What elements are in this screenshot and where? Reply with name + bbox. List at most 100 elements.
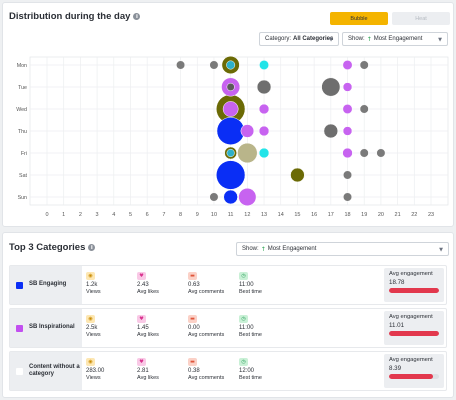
data-bubble (343, 170, 353, 180)
best-time-stat: ◷ 11:00 Best time (239, 272, 285, 296)
eye-icon: ◉ (86, 315, 95, 323)
data-bubble (176, 60, 186, 70)
likes-value: 1.45 (137, 325, 149, 331)
x-tick-label: 9 (196, 212, 199, 218)
comments-value: 0.38 (188, 368, 200, 374)
comments-stat: ▬ 0.00 Avg comments (188, 315, 234, 339)
likes-stat: ♥ 2.43 Avg likes (137, 272, 183, 296)
engagement-title: Avg engagement (389, 271, 433, 277)
best-time-value: 12:00 (239, 368, 255, 374)
data-bubble (259, 60, 269, 70)
data-bubble (343, 192, 353, 202)
engagement-title: Avg engagement (389, 314, 433, 320)
views-stat: ◉ 2.5k Views (86, 315, 132, 339)
comments-value: 0.63 (188, 282, 200, 288)
heat-toggle-button[interactable]: Heat (392, 12, 450, 25)
data-bubble (323, 123, 339, 139)
chevron-down-icon: ▼ (439, 247, 443, 253)
x-tick-label: 10 (211, 212, 217, 218)
engagement-value: 18.78 (389, 279, 405, 286)
data-bubble (342, 147, 353, 159)
x-tick-label: 20 (378, 212, 384, 218)
data-bubble (216, 117, 245, 145)
x-tick-label: 1 (62, 212, 65, 218)
engagement-bar-fill (389, 374, 433, 379)
data-bubble (226, 148, 235, 158)
data-bubble (359, 148, 369, 158)
data-bubble (342, 126, 353, 136)
y-tick-label: Mon (17, 63, 27, 69)
likes-value: 2.81 (137, 368, 149, 374)
x-tick-label: 23 (428, 212, 434, 218)
data-bubble (342, 82, 353, 92)
data-bubble (216, 160, 246, 190)
engagement-bar-fill (389, 288, 439, 293)
heart-icon: ♥ (137, 358, 146, 366)
bubble-toggle-button[interactable]: Bubble (330, 12, 388, 25)
data-bubble (209, 60, 219, 70)
category-color-swatch (16, 367, 23, 375)
show-dropdown-prefix: Show: (348, 36, 365, 42)
category-name: Content without a category (29, 363, 80, 378)
data-bubble (342, 104, 353, 114)
category-row[interactable]: SB Inspirational ◉ 2.5k Views ♥ 1.45 Avg… (9, 308, 447, 348)
distribution-panel: Distribution during the day i Bubble Hea… (2, 2, 454, 227)
engagement-value: 11.01 (389, 322, 405, 329)
info-icon[interactable]: i (133, 13, 141, 20)
category-label: SB Engaging (10, 266, 82, 304)
top-categories-panel: Top 3 Categories i Show: ↑ Most Engageme… (2, 232, 454, 398)
likes-value: 2.43 (137, 282, 149, 288)
likes-stat: ♥ 2.81 Avg likes (137, 358, 183, 382)
category-dropdown-prefix: Category: (265, 36, 292, 42)
arrow-up-icon: ↑ (366, 35, 372, 43)
views-stat: ◉ 1.2k Views (86, 272, 132, 296)
engagement-title: Avg engagement (389, 357, 433, 363)
chevron-down-icon: ▼ (329, 37, 333, 43)
eye-icon: ◉ (86, 358, 95, 366)
likes-label: Avg likes (137, 375, 159, 382)
data-bubble (209, 192, 219, 202)
y-tick-label: Fri (21, 151, 27, 157)
engagement-bar-fill (389, 331, 439, 336)
views-label: Views (86, 332, 101, 339)
views-value: 1.2k (86, 282, 98, 288)
category-name: SB Inspirational (29, 324, 75, 331)
show-dropdown[interactable]: Show: ↑ Most Engagement ▼ (342, 32, 448, 46)
x-tick-label: 18 (344, 212, 350, 218)
comments-stat: ▬ 0.63 Avg comments (188, 272, 234, 296)
heart-icon: ♥ (137, 315, 146, 323)
clock-icon: ◷ (239, 272, 248, 280)
x-tick-label: 15 (294, 212, 300, 218)
comments-label: Avg comments (188, 332, 225, 339)
clock-icon: ◷ (239, 358, 248, 366)
likes-label: Avg likes (137, 332, 159, 339)
x-tick-label: 3 (96, 212, 99, 218)
top-categories-title: Top 3 Categories i (9, 242, 96, 253)
data-bubble (359, 60, 369, 70)
bubble-chart: 0 1 2 3 4 5 6 7 8 9 10 11 12 13 14 15 16 17 18 19 20 21 22 23Mo… (16, 56, 449, 218)
info-icon[interactable]: i (88, 244, 96, 251)
data-bubble (237, 142, 258, 164)
x-tick-label: 6 (146, 212, 149, 218)
data-bubble (238, 188, 257, 206)
category-row[interactable]: Content without a category ◉ 283.00 View… (9, 351, 447, 391)
data-bubble (359, 104, 369, 114)
y-tick-label: Sat (19, 173, 27, 179)
category-color-swatch (16, 281, 23, 289)
category-row[interactable]: SB Engaging ◉ 1.2k Views ♥ 2.43 Avg like… (9, 265, 447, 305)
top-show-dropdown[interactable]: Show: ↑ Most Engagement ▼ (236, 242, 449, 256)
category-dropdown-value: All Categories (293, 36, 334, 42)
views-label: Views (86, 375, 101, 382)
clock-icon: ◷ (239, 315, 248, 323)
data-bubble (376, 148, 386, 158)
x-tick-label: 13 (261, 212, 267, 218)
best-time-stat: ◷ 12:00 Best time (239, 358, 285, 382)
y-tick-label: Sun (18, 195, 27, 201)
x-tick-label: 22 (411, 212, 417, 218)
x-tick-label: 19 (361, 212, 367, 218)
category-dropdown[interactable]: Category: All Categories ▼ (259, 32, 339, 46)
engagement-box: Avg engagement 8.39 (384, 354, 444, 388)
comment-icon: ▬ (188, 272, 197, 280)
x-tick-label: 4 (112, 212, 115, 218)
x-tick-label: 16 (311, 212, 317, 218)
